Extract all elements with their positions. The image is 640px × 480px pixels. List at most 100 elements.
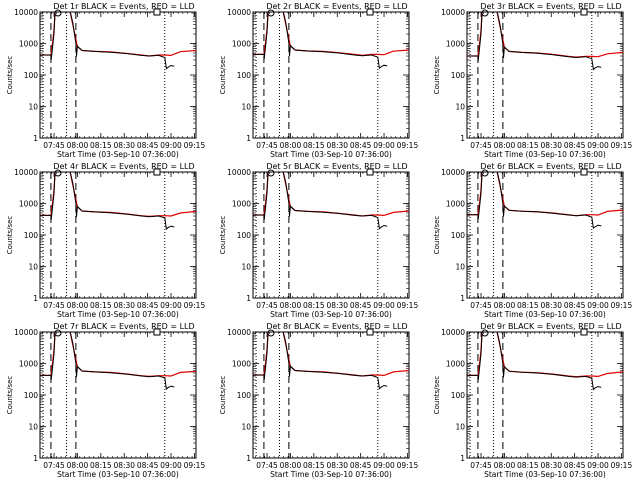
events-series-line: [253, 12, 388, 69]
y-tick-label: 10000: [14, 328, 38, 337]
y-tick-label: 1: [460, 454, 465, 463]
y-tick-label: 100: [450, 231, 465, 240]
plot-frame: [466, 331, 624, 459]
x-tick-label: 08:00: [280, 301, 302, 310]
x-tick-label: 09:00: [374, 461, 396, 470]
x-axis-label: Start Time (03-Sep-10 07:36:00): [484, 310, 606, 319]
plot-frame: [252, 331, 410, 459]
plot-area: [39, 172, 196, 298]
x-tick-label: 09:15: [184, 301, 206, 310]
plot-area: [253, 12, 410, 138]
plot-area: [39, 332, 196, 458]
y-tick-label: 10: [28, 262, 38, 271]
y-tick-label: 1: [247, 134, 252, 143]
x-tick-label: 09:15: [610, 461, 632, 470]
x-tick-label: 07:45: [470, 301, 492, 310]
y-axis-label: Counts/sec: [433, 376, 441, 415]
panel-det-9: 1 10 100 1000 10000 07:45 08:00 08:15 08:30 08:45…: [433, 322, 632, 479]
x-tick-label: 08:00: [67, 461, 89, 470]
x-axis-label: Start Time (03-Sep-10 07:36:00): [270, 310, 392, 319]
x-tick-label: 08:15: [517, 461, 539, 470]
y-tick-label: 1000: [446, 40, 465, 49]
x-tick-label: 08:30: [327, 141, 349, 150]
y-tick-label: 10000: [441, 328, 465, 337]
y-axis-label: Counts/sec: [219, 56, 227, 95]
y-tick-label: 1: [460, 294, 465, 303]
x-tick-label: 09:00: [587, 461, 609, 470]
y-tick-label: 1000: [19, 360, 38, 369]
y-tick-label: 10000: [441, 8, 465, 17]
y-tick-label: 10: [242, 422, 252, 431]
x-axis-label: Start Time (03-Sep-10 07:36:00): [270, 150, 392, 159]
y-tick-label: 100: [237, 231, 252, 240]
y-tick-label: 10: [242, 102, 252, 111]
y-tick-label: 10: [242, 262, 252, 271]
x-tick-label: 07:45: [43, 461, 65, 470]
plot-frame: [466, 171, 624, 299]
x-tick-label: 08:00: [280, 141, 302, 150]
y-tick-label: 1: [247, 454, 252, 463]
x-tick-label: 09:00: [587, 301, 609, 310]
x-tick-label: 08:15: [303, 141, 325, 150]
y-tick-label: 1000: [232, 200, 251, 209]
x-tick-label: 09:00: [374, 141, 396, 150]
panel-title: Det 7r BLACK = Events, RED = LLD: [53, 322, 194, 331]
saa-marker-icon: [267, 169, 275, 177]
x-tick-label: 08:45: [564, 461, 586, 470]
y-tick-label: 100: [24, 391, 39, 400]
y-tick-label: 10000: [14, 168, 38, 177]
events-series-line: [466, 332, 601, 391]
y-axis-label: Counts/sec: [219, 376, 227, 415]
x-tick-label: 09:15: [184, 461, 206, 470]
y-tick-label: 100: [24, 71, 39, 80]
y-tick-label: 1000: [446, 200, 465, 209]
plot-frame: [39, 331, 197, 459]
x-tick-label: 07:45: [470, 141, 492, 150]
panel-det-3: 1 10 100 1000 10000 07:45 08:00 08:15 08:30 08:45…: [433, 2, 632, 159]
y-tick-label: 10000: [228, 328, 252, 337]
x-tick-label: 08:00: [493, 461, 515, 470]
x-tick-label: 07:45: [43, 141, 65, 150]
saa-marker-icon: [267, 329, 275, 337]
x-tick-label: 09:15: [610, 141, 632, 150]
x-tick-label: 08:15: [90, 461, 112, 470]
y-tick-label: 10000: [228, 8, 252, 17]
y-tick-label: 1: [33, 454, 38, 463]
y-tick-label: 10: [28, 422, 38, 431]
night-marker-icon: [153, 328, 161, 336]
plot-frame: [252, 171, 410, 299]
x-tick-label: 08:45: [137, 461, 159, 470]
x-tick-label: 09:15: [610, 301, 632, 310]
x-tick-label: 09:15: [397, 301, 419, 310]
y-tick-label: 1: [460, 134, 465, 143]
x-tick-label: 08:00: [493, 141, 515, 150]
night-marker-icon: [366, 8, 374, 16]
x-tick-label: 08:45: [137, 141, 159, 150]
night-marker-icon: [153, 8, 161, 16]
y-tick-label: 10000: [14, 8, 38, 17]
y-axis-label: Counts/sec: [6, 56, 14, 95]
x-tick-label: 08:45: [564, 141, 586, 150]
x-tick-label: 08:15: [517, 141, 539, 150]
x-tick-label: 08:30: [113, 141, 135, 150]
panel-title: Det 8r BLACK = Events, RED = LLD: [267, 322, 408, 331]
x-tick-label: 08:30: [540, 461, 562, 470]
night-marker-icon: [580, 8, 588, 16]
saa-marker-icon: [481, 169, 489, 177]
x-tick-label: 08:45: [137, 301, 159, 310]
plot-frame: [252, 11, 410, 139]
y-tick-label: 10: [455, 102, 465, 111]
y-axis-label: Counts/sec: [6, 216, 14, 255]
x-tick-label: 08:15: [90, 301, 112, 310]
y-axis-label: Counts/sec: [433, 56, 441, 95]
y-tick-label: 100: [237, 391, 252, 400]
events-series-line: [253, 332, 388, 390]
y-tick-label: 100: [450, 391, 465, 400]
y-tick-label: 1: [33, 134, 38, 143]
y-tick-label: 1: [247, 294, 252, 303]
y-tick-label: 10000: [441, 168, 465, 177]
x-tick-label: 08:30: [540, 301, 562, 310]
x-tick-label: 08:30: [113, 461, 135, 470]
x-tick-label: 08:15: [303, 301, 325, 310]
